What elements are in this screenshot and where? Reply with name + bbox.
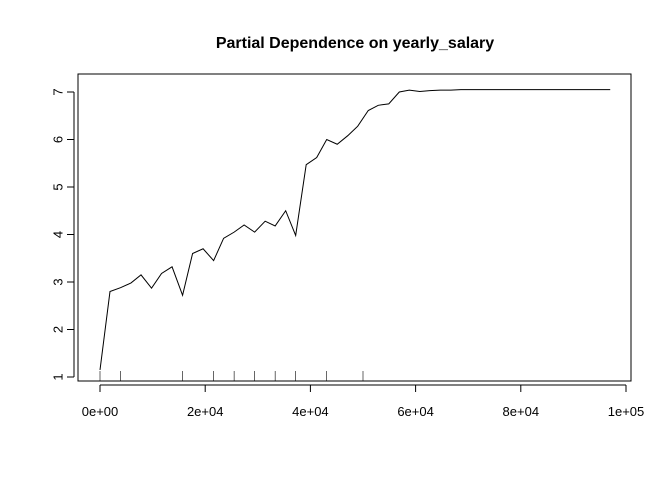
chart-title: Partial Dependence on yearly_salary [216,35,494,52]
y-tick-label: 7 [51,88,66,95]
y-tick-label: 6 [51,136,66,143]
y-tick-label: 4 [51,231,66,238]
x-tick-label: 4e+04 [292,404,329,419]
x-axis: 0e+00 2e+04 4e+04 6e+04 8e+04 1e+05 [82,384,645,419]
plot-frame [77,73,632,382]
rug-marks [99,371,364,381]
y-tick-label: 2 [51,326,66,333]
x-tick-label: 1e+05 [608,404,645,419]
x-tick-label: 8e+04 [503,404,540,419]
y-axis: 1 2 3 4 5 6 7 [51,88,75,381]
partial-dependence-line [99,89,611,370]
x-tick-label: 6e+04 [397,404,434,419]
y-tick-label: 5 [51,183,66,190]
x-tick-label: 0e+00 [82,404,119,419]
x-tick-label: 2e+04 [187,404,224,419]
y-tick-label: 1 [51,373,66,380]
y-tick-label: 3 [51,278,66,285]
